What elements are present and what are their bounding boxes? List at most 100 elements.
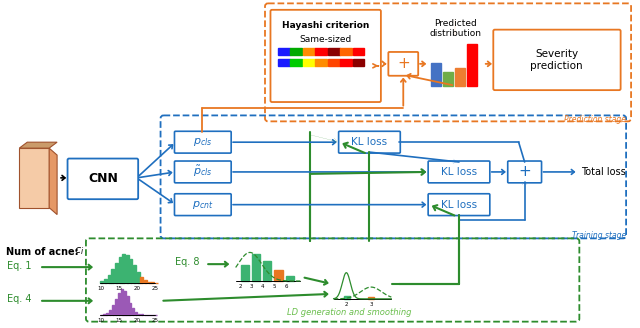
FancyBboxPatch shape [388,52,418,76]
FancyBboxPatch shape [428,161,490,183]
Text: KL loss: KL loss [441,167,477,177]
Text: +: + [518,164,531,179]
Bar [286,276,294,281]
Text: Severity
prediction: Severity prediction [530,49,583,71]
Bar [124,291,125,315]
Bar [129,259,132,283]
Bar [340,59,352,66]
Text: distribution: distribution [429,29,481,38]
Bar [353,59,364,66]
Bar [122,254,125,283]
Bar [100,281,103,283]
Text: 10: 10 [97,286,104,291]
Bar [104,279,107,283]
Text: $c_i$: $c_i$ [74,245,84,257]
Bar [291,59,302,66]
Bar [275,270,283,281]
Bar [141,277,143,283]
Bar [152,282,154,283]
Text: Training stage: Training stage [572,232,626,240]
Bar [291,48,302,55]
FancyBboxPatch shape [68,158,138,199]
Bar [137,272,140,283]
Text: Total loss: Total loss [581,167,626,177]
FancyBboxPatch shape [271,10,381,102]
Bar [133,265,136,283]
Bar [120,289,123,315]
Text: 15: 15 [115,318,122,323]
FancyBboxPatch shape [428,194,490,215]
Bar [303,59,315,66]
Bar [455,68,465,86]
Text: $p_{cnt}$: $p_{cnt}$ [191,199,213,211]
Text: Predicted: Predicted [434,19,476,28]
Text: 15: 15 [115,286,122,291]
Bar [115,299,117,315]
FancyBboxPatch shape [493,30,621,90]
Bar [263,261,271,281]
Bar [353,48,364,55]
Text: $\tilde{p}_{cls}$: $\tilde{p}_{cls}$ [193,164,212,179]
Text: 3: 3 [369,302,373,307]
Text: 25: 25 [152,318,159,323]
Bar [106,313,108,315]
Bar [144,280,147,283]
FancyBboxPatch shape [508,161,541,183]
Bar [316,59,327,66]
Text: 4: 4 [261,284,264,289]
Bar [109,310,111,315]
Bar [431,63,441,86]
Text: 6: 6 [284,284,288,289]
Text: 2: 2 [239,284,243,289]
Text: 2: 2 [344,302,348,307]
Bar [340,48,352,55]
FancyBboxPatch shape [175,194,231,215]
Bar [126,296,129,315]
Text: 20: 20 [134,318,141,323]
Text: $p_{cls}$: $p_{cls}$ [193,136,212,148]
Bar [443,72,453,86]
FancyBboxPatch shape [339,131,400,153]
Bar [303,48,315,55]
Bar [252,254,260,281]
Bar [126,255,129,283]
Text: 25: 25 [152,286,159,291]
Bar [138,314,140,315]
Bar [103,314,106,315]
Text: Eq. 8: Eq. 8 [175,257,200,267]
Bar [118,293,120,315]
Bar [118,257,122,283]
Bar [328,59,340,66]
Bar [241,265,249,281]
FancyBboxPatch shape [175,131,231,153]
Bar [316,48,327,55]
Text: LD generation and smoothing: LD generation and smoothing [287,308,412,317]
Polygon shape [49,148,57,215]
Bar [111,269,114,283]
Bar [328,48,340,55]
Text: KL loss: KL loss [351,137,387,147]
Text: Prediction stage: Prediction stage [564,115,626,124]
Bar [115,263,118,283]
Text: 20: 20 [134,286,141,291]
Text: KL loss: KL loss [441,200,477,210]
Text: Num of acne:: Num of acne: [6,247,83,257]
FancyBboxPatch shape [175,161,231,183]
Bar [112,305,114,315]
Bar [344,296,350,299]
Text: Eq. 1: Eq. 1 [7,261,32,271]
Polygon shape [19,148,49,208]
Text: CNN: CNN [88,173,118,185]
Text: 3: 3 [250,284,253,289]
Bar [129,302,131,315]
Bar [148,282,150,283]
Text: Eq. 4: Eq. 4 [7,294,32,304]
Bar [467,44,477,86]
Bar [278,59,290,66]
Text: +: + [397,56,410,72]
Bar [132,308,134,315]
Text: 10: 10 [97,318,104,323]
Bar [368,297,374,299]
Bar [108,275,111,283]
Text: 5: 5 [273,284,276,289]
